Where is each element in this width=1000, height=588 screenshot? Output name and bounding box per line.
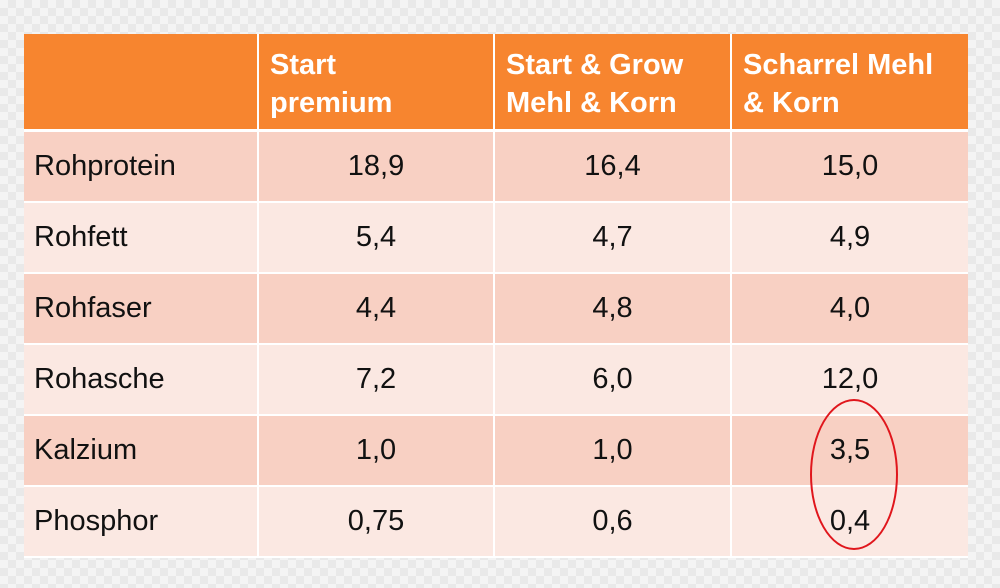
cell-value: 4,0 <box>732 274 968 345</box>
cell-value: 0,75 <box>259 487 495 558</box>
cell-value: 1,0 <box>259 416 495 487</box>
header-line: Scharrel Mehl <box>743 49 934 81</box>
row-label: Rohprotein <box>24 132 259 203</box>
header-scharrel: Scharrel Mehl & Korn <box>732 34 968 132</box>
header-start-grow: Start & Grow Mehl & Korn <box>495 34 732 132</box>
table-row-rohfaser: Rohfaser 4,4 4,8 4,0 <box>24 274 968 345</box>
cell-value: 4,9 <box>732 203 968 274</box>
header-line: Start & Grow <box>506 49 684 81</box>
cell-value: 4,7 <box>495 203 732 274</box>
table-header-row: Start premium Start & Grow Mehl & Korn S… <box>24 34 968 132</box>
cell-value: 0,6 <box>495 487 732 558</box>
header-line: Start <box>270 49 337 81</box>
cell-value: 4,8 <box>495 274 732 345</box>
header-start-premium: Start premium <box>259 34 495 132</box>
row-label: Phosphor <box>24 487 259 558</box>
row-label: Kalzium <box>24 416 259 487</box>
cell-value: 6,0 <box>495 345 732 416</box>
row-label: Rohfaser <box>24 274 259 345</box>
header-line: premium <box>270 87 393 119</box>
cell-value: 5,4 <box>259 203 495 274</box>
row-label: Rohasche <box>24 345 259 416</box>
table-row-phosphor: Phosphor 0,75 0,6 0,4 <box>24 487 968 558</box>
cell-value: 1,0 <box>495 416 732 487</box>
nutrition-table: Start premium Start & Grow Mehl & Korn S… <box>24 34 968 558</box>
header-empty-cell <box>24 34 259 132</box>
table-row-kalzium: Kalzium 1,0 1,0 3,5 <box>24 416 968 487</box>
row-label: Rohfett <box>24 203 259 274</box>
header-line: Mehl & Korn <box>506 87 677 119</box>
table-row-rohfett: Rohfett 5,4 4,7 4,9 <box>24 203 968 274</box>
cell-value: 12,0 <box>732 345 968 416</box>
cell-value: 4,4 <box>259 274 495 345</box>
cell-value: 18,9 <box>259 132 495 203</box>
table-row-rohasche: Rohasche 7,2 6,0 12,0 <box>24 345 968 416</box>
cell-value: 0,4 <box>732 487 968 558</box>
nutrition-table-container: Start premium Start & Grow Mehl & Korn S… <box>24 34 968 558</box>
cell-value: 16,4 <box>495 132 732 203</box>
cell-value: 3,5 <box>732 416 968 487</box>
table-row-rohprotein: Rohprotein 18,9 16,4 15,0 <box>24 132 968 203</box>
cell-value: 7,2 <box>259 345 495 416</box>
cell-value: 15,0 <box>732 132 968 203</box>
header-line: & Korn <box>743 87 840 119</box>
